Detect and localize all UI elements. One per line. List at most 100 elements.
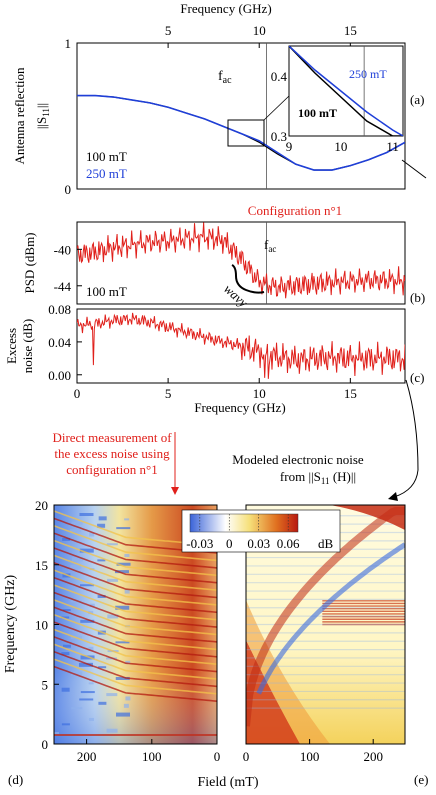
d-y-tick-label: 15 — [35, 558, 48, 573]
d-spin-wave-band — [54, 621, 217, 658]
d-noise-patch — [79, 548, 94, 553]
d-noise-patch — [80, 619, 95, 623]
a-top-tick-label: 15 — [344, 23, 357, 38]
colorbar-unit: dB — [318, 536, 334, 551]
a-plot-frame — [76, 42, 406, 190]
d-noise-patch — [116, 712, 131, 717]
d-caption-line2: the excess noise using — [54, 446, 170, 461]
a-zoom-box — [227, 119, 265, 147]
d-caption-arrowhead — [171, 487, 179, 495]
colorbar: -0.03 0 0.03 0.06 dB — [181, 509, 341, 553]
d-noise-patch — [61, 616, 70, 619]
d-caption-line3: configuration n°1 — [66, 462, 157, 477]
a-inset-x-tick-label: 10 — [334, 139, 347, 154]
b-y-tick-label: -40 — [54, 242, 71, 257]
d-spin-wave-band — [54, 636, 217, 673]
a-inset-ticks: 9 10 11 0.3 0.4 — [271, 69, 399, 154]
d-noise-patch — [70, 529, 82, 533]
b-series-psd — [77, 222, 405, 299]
d-x-tick-label: 0 — [214, 749, 221, 764]
e-x-tick-label: 200 — [363, 749, 383, 764]
d-spin-wave-band — [54, 576, 217, 614]
b-fac-label: fac — [264, 237, 276, 254]
c-link-arrowhead — [388, 492, 398, 501]
c-y-tick-label: 0.08 — [48, 302, 71, 317]
d-noise-patch — [71, 557, 83, 562]
d-noise-patch — [106, 693, 118, 697]
a-inset-label-250: 250 mT — [349, 67, 387, 81]
c-x-tick-label: 15 — [344, 386, 357, 401]
d-noise-patch — [71, 521, 83, 525]
d-noise-patch — [114, 570, 129, 574]
e-heatmap-bands — [246, 505, 405, 744]
d-noise-patch — [89, 532, 95, 537]
d-noise-patch — [115, 605, 130, 610]
d-noise-patch — [124, 553, 130, 557]
d-noise-patch — [88, 717, 94, 721]
d-y-tick-label: 10 — [35, 618, 48, 633]
d-y-ticks: 0 5 10 15 20 — [35, 498, 59, 752]
d-heatmap-bands — [54, 510, 217, 735]
d-spin-wave-band — [54, 539, 217, 577]
d-noise-patch — [125, 696, 131, 701]
d-spin-wave-band — [54, 525, 217, 562]
d-noise-patch — [71, 707, 83, 710]
a-y-tick-label: 0 — [65, 182, 72, 197]
e-x-tick-label: 100 — [300, 749, 320, 764]
d-noise-patch — [88, 646, 94, 651]
colorbar-tick-label: 0.03 — [247, 536, 270, 551]
d-noise-patch — [97, 523, 106, 528]
c-panel-label: (c) — [410, 370, 424, 385]
panel-e: 0 100 200 (e) — [243, 504, 428, 787]
d-noise-patch — [79, 513, 94, 517]
a-series-blue — [77, 94, 405, 171]
d-noise-patch — [98, 666, 107, 669]
d-noise-patch — [123, 703, 129, 708]
a-inset-y-tick-label: 0.4 — [271, 69, 288, 84]
e-x-ticks: 0 100 200 — [243, 739, 383, 764]
d-y-tick-label: 0 — [42, 737, 49, 752]
a-y-tick-label: 1 — [65, 36, 72, 51]
b-annotation-100mt: 100 mT — [86, 284, 127, 299]
a-legend-250mt: 250 mT — [86, 166, 127, 181]
a-inset-x-tick-label: 9 — [286, 139, 293, 154]
e-caption-line2: from ||S11 (H)|| — [280, 469, 356, 486]
b-title: Configuration n°1 — [248, 203, 342, 218]
a-series — [77, 94, 405, 171]
c-ylabel2: noise (dB) — [20, 319, 35, 374]
d-noise-patch — [78, 662, 93, 667]
panel-b: Configuration n°1 -40 -44 fac 100 mT wavy… — [22, 203, 425, 310]
b-plot-frame — [76, 221, 406, 305]
d-noise-patch — [61, 652, 70, 656]
d-spin-wave-band — [54, 658, 217, 695]
d-noise-patch — [116, 562, 131, 566]
b-ylabel: PSD (dBm) — [22, 232, 37, 293]
captions: Direct measurement of the excess noise u… — [52, 430, 364, 495]
c-x-tick-label: 10 — [253, 386, 266, 401]
a-ylabel: Antenna reflection — [12, 67, 27, 165]
d-spin-wave-band — [54, 584, 217, 621]
b-panel-label: (b) — [410, 290, 425, 305]
d-noise-patch — [115, 641, 130, 644]
d-noise-patch — [62, 644, 71, 648]
a-panel-label: (a) — [410, 92, 424, 107]
d-spin-wave-band — [54, 665, 217, 702]
d-ylabel: Frequency (GHz) — [3, 574, 18, 673]
d-noise-patch — [107, 614, 119, 619]
d-noise-patch — [98, 701, 107, 705]
a-fac-label: fac — [218, 69, 232, 86]
c-y-tick-label: 0.00 — [48, 368, 71, 383]
d-noise-patch — [124, 518, 130, 521]
b-y-ticks: -40 -44 — [54, 242, 82, 294]
a-legend-100mt: 100 mT — [86, 149, 127, 164]
c-xlabel: Frequency (GHz) — [194, 400, 285, 415]
a-inset-y-tick-label: 0.3 — [271, 129, 287, 144]
b-wavy-label: wavy — [221, 281, 251, 310]
a-top-xlabel: Frequency (GHz) — [180, 1, 271, 16]
d-noise-patch — [125, 660, 131, 664]
e-red-region — [246, 640, 300, 744]
d-noise-patch — [97, 594, 106, 598]
d-noise-patch — [88, 682, 94, 685]
c-y-tick-label: 0.04 — [48, 335, 71, 350]
d-noise-patch — [62, 537, 71, 541]
